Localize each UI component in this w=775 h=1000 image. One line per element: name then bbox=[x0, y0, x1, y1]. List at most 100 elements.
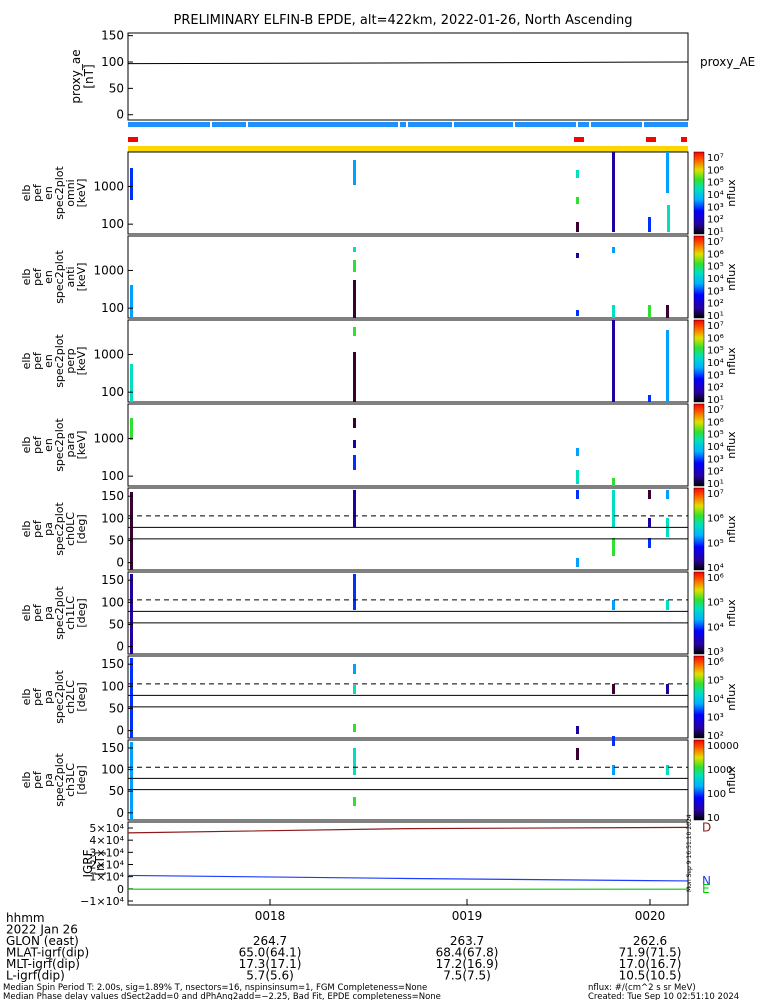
igrf-frame bbox=[127, 821, 689, 906]
proxy-ae-legend: proxy_AE bbox=[700, 55, 755, 69]
colorbar-tick-label: 10 bbox=[707, 813, 720, 824]
orbit-row-value: 68.4(67.8) bbox=[436, 946, 499, 960]
colorbar-label: nflux bbox=[725, 263, 738, 291]
proxy-ae-frame bbox=[127, 32, 689, 121]
status-bar-gap bbox=[452, 122, 454, 127]
spectrogram-stripe bbox=[130, 742, 133, 820]
panel-frame bbox=[127, 487, 689, 571]
colorbar-tick-label: 10⁴ bbox=[707, 274, 724, 285]
orbit-row-label: GLON (east) bbox=[6, 934, 79, 948]
colorbar-tick-label: 10⁶ bbox=[707, 165, 724, 176]
spectrogram-stripe bbox=[612, 538, 615, 556]
spectrogram-stripe bbox=[612, 247, 615, 253]
colorbar bbox=[693, 571, 705, 655]
panel-ylabel: en bbox=[42, 438, 55, 452]
orbit-row-label: 2022 Jan 26 bbox=[6, 923, 78, 937]
y-tick-label: 1000 bbox=[93, 347, 124, 361]
spectrogram-stripe bbox=[576, 170, 579, 178]
colorbar-label: nflux bbox=[725, 683, 738, 711]
spectrogram-stripe bbox=[667, 205, 670, 232]
y-tick-label: 150 bbox=[101, 489, 124, 503]
status-bar-red bbox=[574, 137, 584, 142]
colorbar bbox=[693, 319, 705, 403]
figure-title: PRELIMINARY ELFIN-B EPDE, alt=422km, 202… bbox=[174, 13, 633, 28]
colorbar-tick-label: 1000 bbox=[707, 765, 732, 776]
igrf-legend-E: E bbox=[702, 882, 710, 896]
panel-ylabel: ch0LC bbox=[64, 512, 77, 546]
spectrogram-stripe bbox=[353, 574, 356, 610]
panel-ylabel: pef bbox=[31, 351, 44, 370]
panel-ylabel: pef bbox=[31, 687, 44, 706]
colorbar-tick-label: 10⁵ bbox=[707, 598, 724, 609]
colorbar bbox=[693, 655, 705, 739]
colorbar-tick-label: 10⁷ bbox=[707, 405, 724, 416]
spectrogram-stripe bbox=[666, 330, 669, 402]
panel-ylabel: elb bbox=[20, 353, 33, 370]
x-tick-label: 0019 bbox=[452, 909, 483, 923]
x-tick-label: 0018 bbox=[255, 909, 286, 923]
igrf-legend-D: D bbox=[702, 820, 711, 834]
colorbar bbox=[693, 151, 705, 235]
y-tick-label: 1000 bbox=[93, 263, 124, 277]
spectrogram-stripe bbox=[612, 736, 615, 746]
y-tick-label: 100 bbox=[101, 301, 124, 315]
panel-ylabel: elb bbox=[20, 185, 33, 202]
spectrogram-stripe bbox=[576, 222, 579, 232]
colorbar-tick-label: 10² bbox=[707, 299, 724, 310]
colorbar-tick-label: 10³ bbox=[707, 286, 724, 297]
spectrogram-stripe bbox=[612, 684, 615, 694]
y-tick-label: 50 bbox=[109, 81, 124, 95]
spectrogram-stripe bbox=[612, 600, 615, 610]
spectrogram-stripe bbox=[666, 152, 669, 193]
panel-frame bbox=[127, 319, 689, 403]
panel-ylabel: [keV] bbox=[75, 431, 88, 460]
igrf-line-N bbox=[127, 874, 689, 882]
colorbar-label: nflux bbox=[725, 766, 738, 794]
status-bar-gap bbox=[589, 122, 591, 127]
panel-ylabel: elb bbox=[20, 437, 33, 454]
colorbar-tick-label: 10⁶ bbox=[707, 333, 724, 344]
spectrogram-stripe bbox=[648, 217, 651, 232]
colorbar-tick-label: 10⁵ bbox=[707, 262, 724, 273]
colorbar-tick-label: 10¹ bbox=[707, 227, 724, 238]
panel-ylabel: anti bbox=[64, 266, 77, 287]
panel-ylabel: spec2plot bbox=[53, 334, 66, 388]
colorbar-tick-label: 10¹ bbox=[707, 479, 724, 490]
y-tick-label: 100 bbox=[101, 469, 124, 483]
y-tick-label: 50 bbox=[109, 784, 124, 798]
igrf-ylabel: [nT] bbox=[93, 851, 107, 875]
spectrogram-stripe bbox=[353, 418, 356, 428]
spectrogram-stripe bbox=[648, 305, 651, 318]
y-tick-label: 2×10⁴ bbox=[89, 859, 124, 872]
spectrogram-stripe bbox=[576, 253, 579, 258]
panel-ylabel: omni bbox=[64, 179, 77, 206]
colorbar-label: nflux bbox=[725, 431, 738, 459]
panel-frame bbox=[127, 739, 689, 821]
y-tick-label: 100 bbox=[101, 55, 124, 69]
panel-ylabel: spec2plot bbox=[53, 670, 66, 724]
spectrogram-stripe bbox=[612, 320, 615, 402]
status-bar-gap bbox=[398, 122, 400, 127]
panel-ylabel: ch2LC bbox=[64, 680, 77, 714]
y-tick-label: 1×10⁴ bbox=[89, 871, 124, 884]
panel-ylabel: elb bbox=[20, 521, 33, 538]
panel-ylabel: elb bbox=[20, 605, 33, 622]
orbit-row-value: 65.0(64.1) bbox=[239, 946, 302, 960]
y-tick-label: 5×10⁴ bbox=[89, 822, 124, 835]
colorbar-tick-label: 10³ bbox=[707, 713, 724, 724]
panel-ylabel: elb bbox=[20, 269, 33, 286]
colorbar bbox=[693, 235, 705, 319]
spectrogram-stripe bbox=[666, 305, 669, 318]
spectrogram-stripe bbox=[576, 310, 579, 316]
colorbar bbox=[693, 403, 705, 487]
y-tick-label: 4×10⁴ bbox=[89, 834, 124, 847]
proxy-ae-line bbox=[127, 61, 689, 65]
colorbar-tick-label: 10⁴ bbox=[707, 190, 724, 201]
spectrogram-stripe bbox=[666, 765, 669, 775]
spectrogram-stripe bbox=[576, 197, 579, 204]
status-bar-gap bbox=[513, 122, 515, 127]
spectrogram-stripe bbox=[353, 490, 356, 527]
colorbar-label: nflux bbox=[725, 347, 738, 375]
colorbar-tick-label: 10² bbox=[707, 731, 724, 742]
orbit-row-label: hhmm bbox=[6, 911, 45, 925]
